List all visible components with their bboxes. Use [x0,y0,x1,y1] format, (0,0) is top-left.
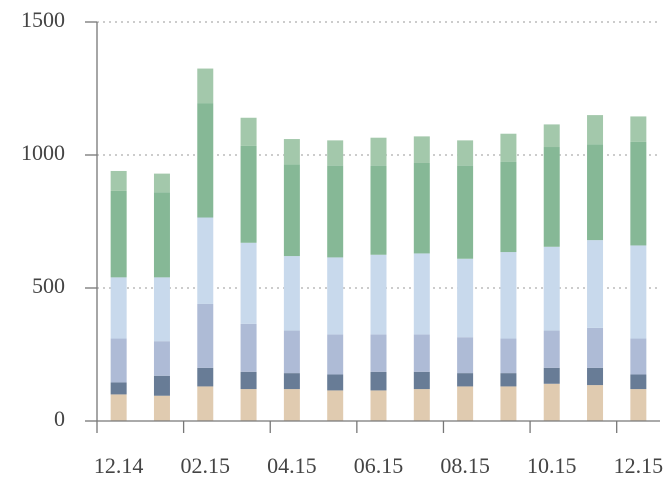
bar-segment [327,334,344,375]
bar-segment [413,136,430,163]
bar-segment [370,137,387,166]
bar-segment [327,140,344,166]
bar-segment [587,144,604,241]
bar-segment [500,386,517,421]
bar-segment [240,242,257,324]
y-tick-label: 0 [54,406,65,431]
bar-segment [327,374,344,391]
y-tick-label: 1000 [21,140,65,165]
bar-segment [110,277,127,339]
bar-segment [457,165,474,259]
bar-segment [413,371,430,390]
bar-segment [110,190,127,278]
bar-segment [630,116,647,142]
bar-segment [240,389,257,421]
bar-segment [587,327,604,368]
x-tick-label: 10.15 [527,453,577,478]
bar-segment [283,139,300,165]
bar-segment [110,338,127,383]
bar-segment [110,170,127,191]
bar-segment [370,371,387,391]
bar-segment [240,323,257,372]
bar-segment [630,245,647,339]
bar-segment [413,389,430,421]
bar-segment [240,117,257,146]
bar-segment [500,252,517,339]
bar-segment [153,375,170,396]
bar-segment [543,367,560,384]
bar-segment [500,338,517,374]
bar-segment [630,141,647,246]
bar-segment [197,103,214,218]
bar-segment [630,389,647,421]
bar-segment [500,373,517,387]
bar-segment [327,390,344,421]
bar-segment [370,254,387,335]
bar-segment [413,334,430,372]
bar-segment [457,337,474,374]
bar-segment [283,389,300,421]
x-tick-label: 12.15 [614,453,664,478]
bar-segment [457,258,474,338]
bar-segment [240,371,257,390]
bar-segment [413,253,430,335]
bar-segment [587,115,604,145]
bar-segment [413,162,430,254]
bar-segment [153,341,170,376]
bar-segment [500,161,517,253]
bar-segment [630,374,647,390]
bar-segment [543,124,560,148]
bar-segment [587,385,604,421]
bar-segment [543,330,560,368]
bar-segment [153,173,170,193]
bar-segment [283,330,300,374]
x-tick-label: 12.14 [94,453,144,478]
bar-segment [370,165,387,255]
x-tick-label: 04.15 [267,453,317,478]
bar-segment [587,367,604,386]
bar-segment [457,386,474,421]
bar-segment [283,164,300,257]
bar-segment [457,373,474,387]
bar-segment [543,147,560,247]
bar-segment [197,367,214,387]
bar-segment [283,256,300,331]
x-tick-label: 08.15 [440,453,490,478]
bar-segment [240,145,257,243]
bar-segment [197,386,214,421]
bar-segment [370,334,387,372]
bar-segment [327,257,344,335]
bar-segment [110,394,127,421]
x-tick-label: 06.15 [354,453,404,478]
bar-segment [153,395,170,421]
bar-segment [153,277,170,342]
bar-segment [457,140,474,166]
y-tick-label: 1500 [21,7,65,32]
bar-segment [630,338,647,375]
bar-segment [197,68,214,104]
bar-segment [197,217,214,304]
bar-segment [500,133,517,162]
y-tick-label: 500 [32,273,65,298]
bar-segment [153,192,170,278]
x-tick-label: 02.15 [181,453,231,478]
bar-segment [327,165,344,258]
bar-segment [283,373,300,390]
bar-segment [370,390,387,421]
bar-segment [543,383,560,421]
bar-segment [543,246,560,331]
bar-segment [110,382,127,395]
bar-segment [197,303,214,368]
bar-segment [587,240,604,328]
